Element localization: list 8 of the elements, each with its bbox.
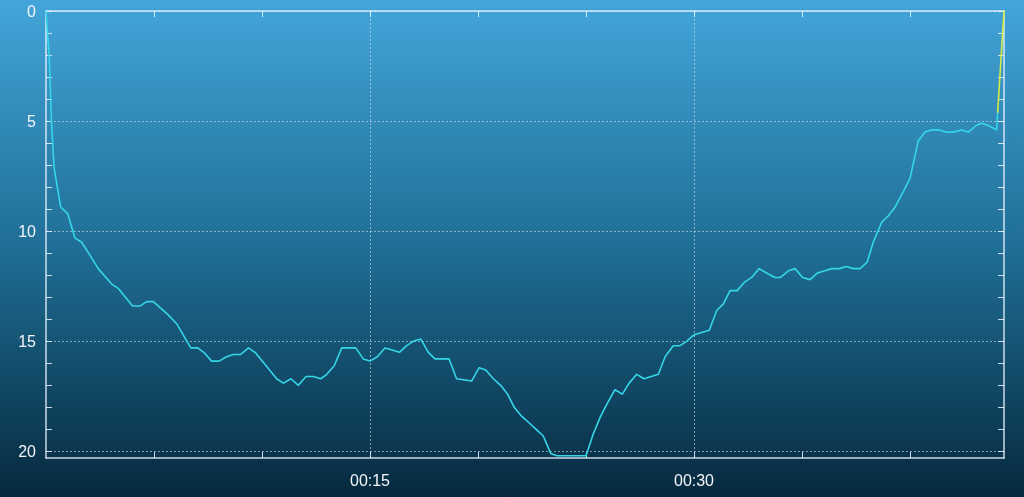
x-tick-label: 00:15 bbox=[349, 471, 391, 489]
y-tick-label: 0 bbox=[27, 2, 37, 20]
x-tick-label: 00:30 bbox=[673, 471, 715, 489]
y-tick-label: 15 bbox=[18, 332, 37, 350]
y-tick-label: 5 bbox=[27, 112, 37, 130]
line-series bbox=[45, 10, 999, 457]
y-tick-label: 20 bbox=[18, 442, 37, 460]
y-tick-label: 10 bbox=[18, 222, 37, 240]
